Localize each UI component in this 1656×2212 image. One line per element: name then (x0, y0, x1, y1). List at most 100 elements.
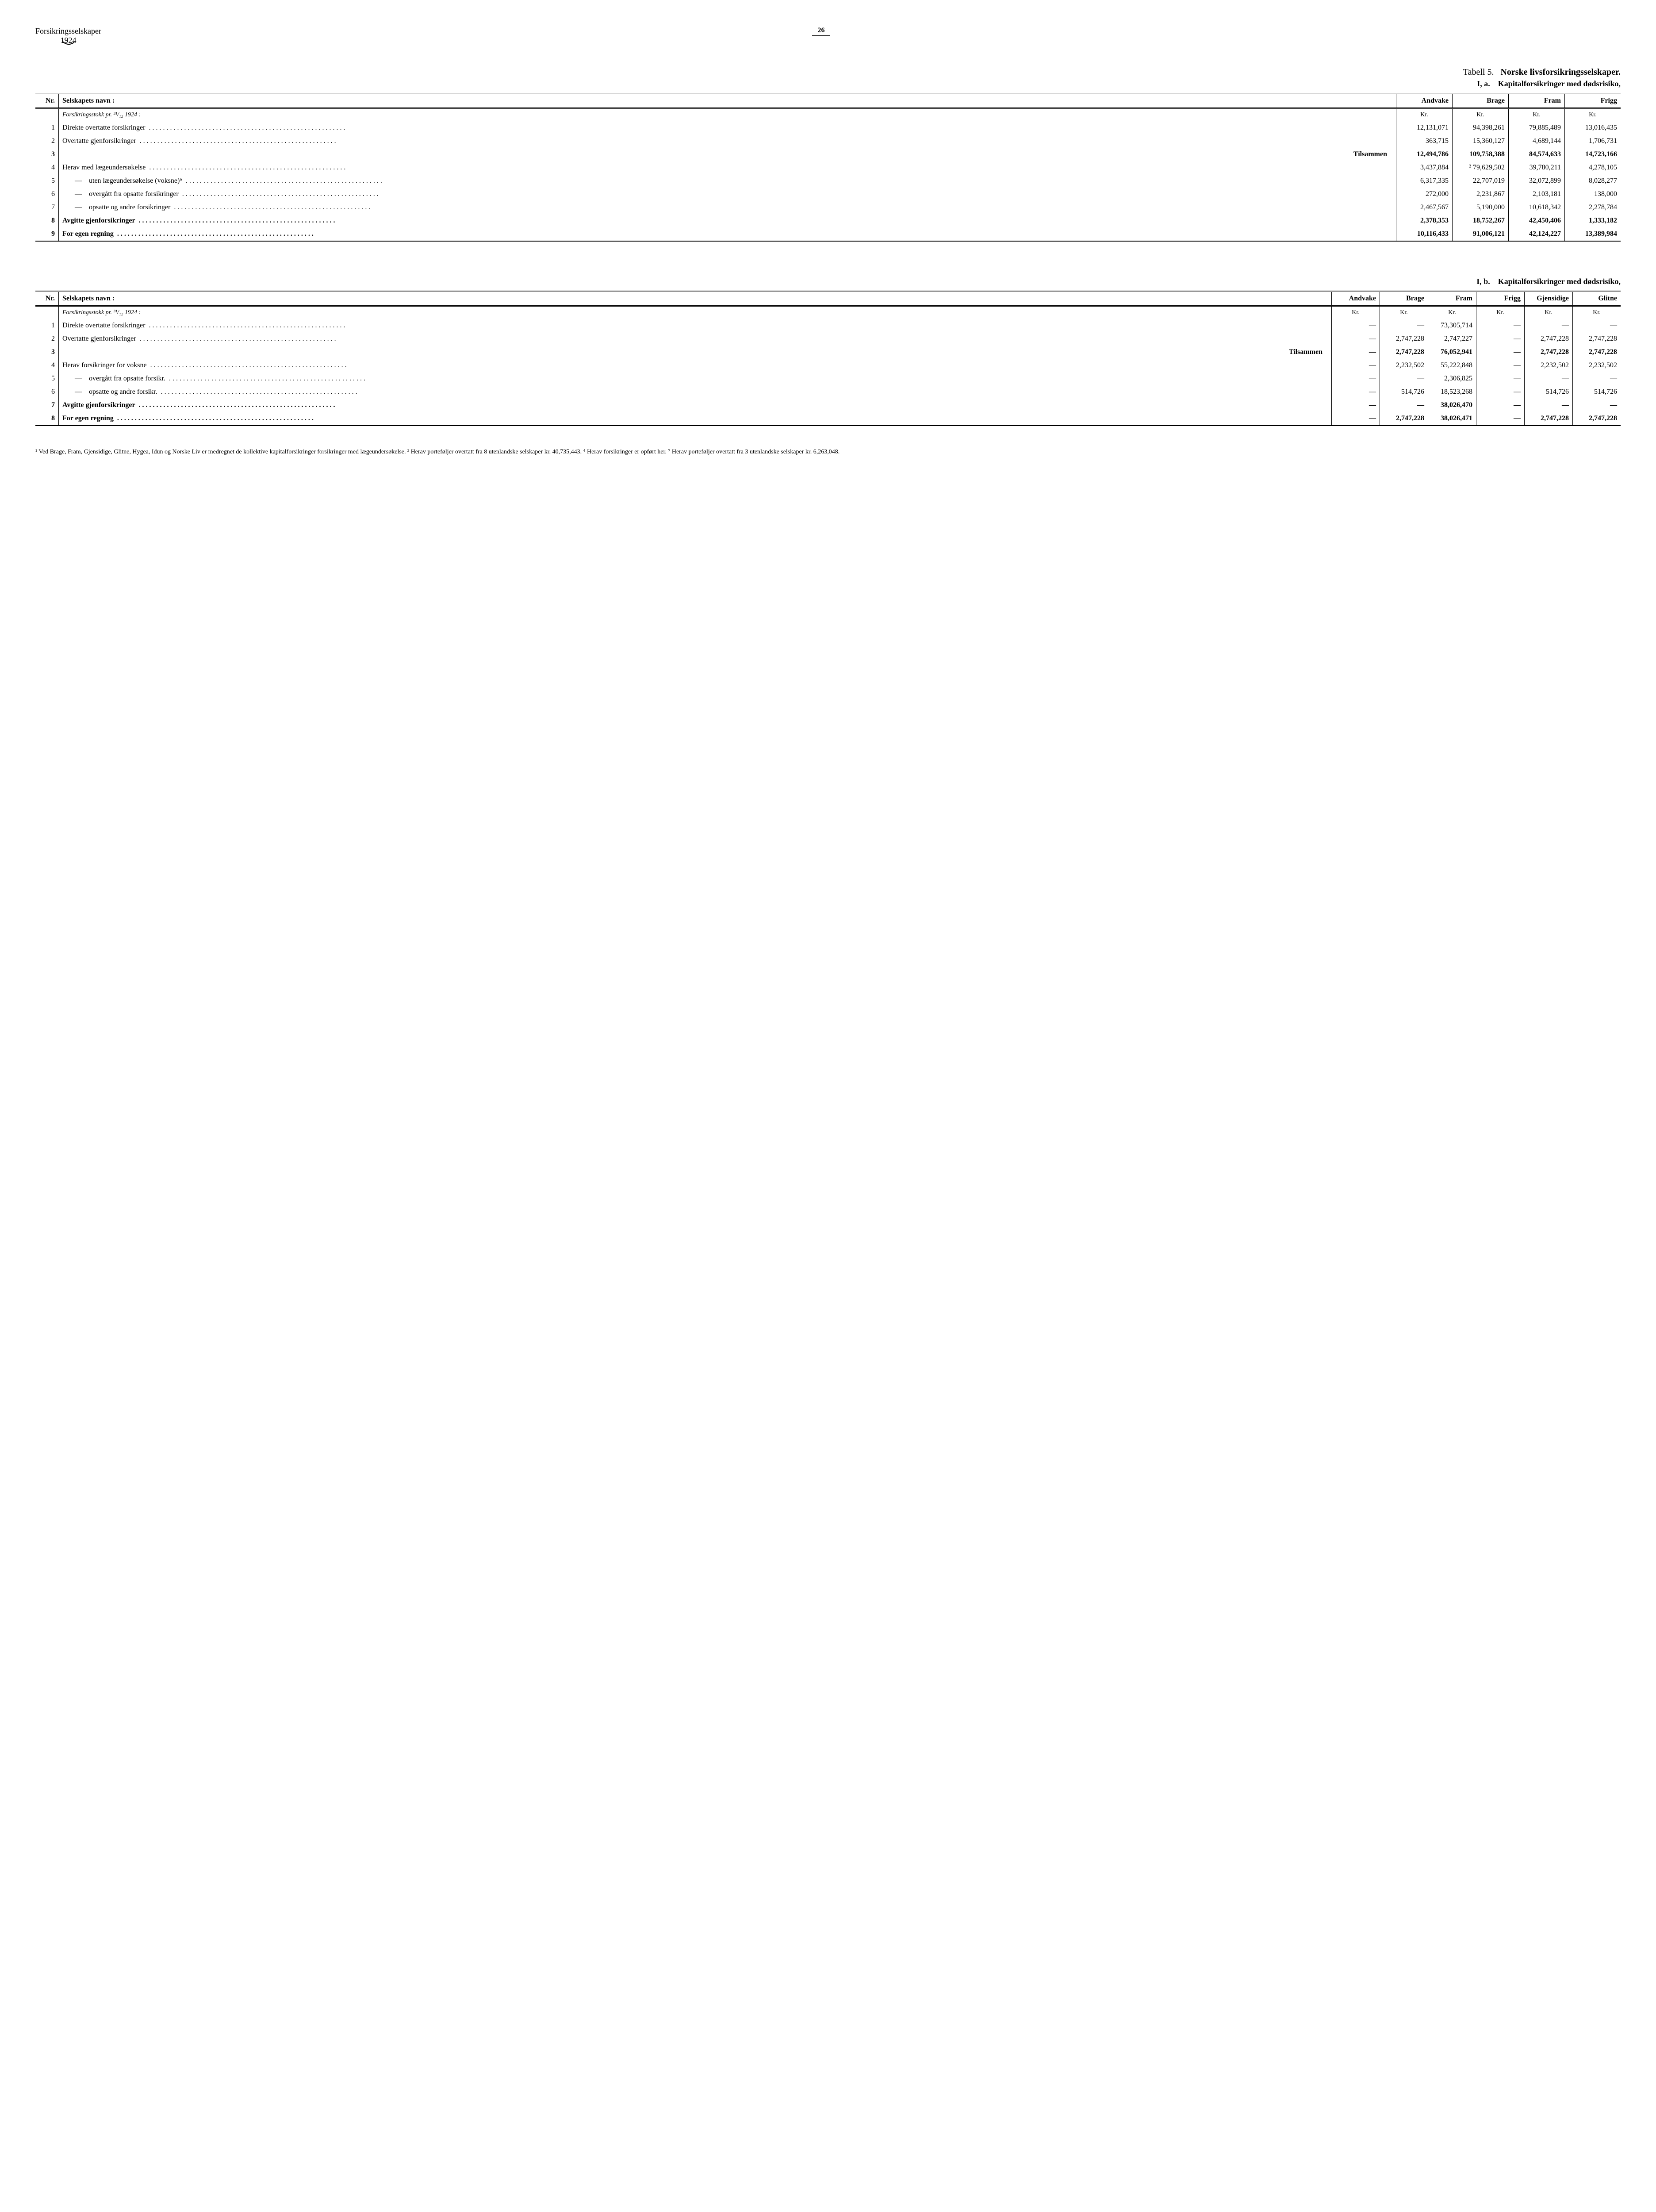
row-label: Avgitte gjenforsikringer (59, 214, 1396, 227)
value-cell: 2,747,228 (1525, 412, 1573, 426)
table-a-label: Tabell 5. (1463, 67, 1494, 77)
value-cell: 272,000 (1396, 188, 1453, 201)
row-label: — opsatte og andre forsikringer (59, 201, 1396, 214)
thb-c7: Glitne (1573, 292, 1621, 306)
th-brage: Brage (1453, 94, 1509, 108)
thb-nr: Nr. (35, 292, 59, 306)
th-frigg: Frigg (1565, 94, 1621, 108)
currency-row: Forsikringsstokk pr. ³¹/₁₂ 1924 :Kr.Kr.K… (35, 108, 1621, 122)
th-name: Selskapets navn : (59, 94, 1396, 108)
value-cell: — (1332, 399, 1380, 412)
row-number: 6 (35, 385, 59, 399)
row-label: Avgitte gjenforsikringer (59, 399, 1332, 412)
table-b-head-row: Nr. Selskapets navn : Andvake Brage Fram… (35, 292, 1621, 306)
row-label: — overgått fra opsatte forsikr. (59, 372, 1332, 385)
th-nr: Nr. (35, 94, 59, 108)
value-cell: 10,618,342 (1509, 201, 1565, 214)
table-row: 8Avgitte gjenforsikringer2,378,35318,752… (35, 214, 1621, 227)
value-cell: 1,706,731 (1565, 134, 1621, 148)
table-row: 2Overtatte gjenforsikringer363,71515,360… (35, 134, 1621, 148)
currency-cell: Kr. (1428, 306, 1476, 319)
thb-c6: Gjensidige (1525, 292, 1573, 306)
row-number: 7 (35, 201, 59, 214)
value-cell: 2,747,228 (1380, 412, 1428, 426)
table-row: 7— opsatte og andre forsikringer2,467,56… (35, 201, 1621, 214)
currency-cell: Kr. (1565, 108, 1621, 122)
value-cell: 13,389,984 (1565, 227, 1621, 241)
value-cell: 1,333,182 (1565, 214, 1621, 227)
value-cell: 84,574,633 (1509, 148, 1565, 161)
thb-name: Selskapets navn : (59, 292, 1332, 306)
value-cell: 42,450,406 (1509, 214, 1565, 227)
row-number: 2 (35, 332, 59, 346)
value-cell: 38,026,470 (1428, 399, 1476, 412)
value-cell: 109,758,388 (1453, 148, 1509, 161)
value-cell: — (1380, 372, 1428, 385)
value-cell: 94,398,261 (1453, 121, 1509, 134)
thb-c4: Fram (1428, 292, 1476, 306)
row-number: 8 (35, 214, 59, 227)
thb-c2: Andvake (1332, 292, 1380, 306)
value-cell: 79,885,489 (1509, 121, 1565, 134)
value-cell: 2,306,825 (1428, 372, 1476, 385)
table-row: 6— overgått fra opsatte forsikringer272,… (35, 188, 1621, 201)
table-a-subtitle: I, a. Kapitalforsikringer med dødsrisiko… (35, 79, 1621, 88)
row-label: — opsatte og andre forsikr. (59, 385, 1332, 399)
section-heading: Forsikringsstokk pr. ³¹/₁₂ 1924 : (59, 306, 1332, 319)
value-cell: 363,715 (1396, 134, 1453, 148)
value-cell: 2,467,567 (1396, 201, 1453, 214)
value-cell: — (1476, 359, 1525, 372)
value-cell: 91,006,121 (1453, 227, 1509, 241)
row-number: 8 (35, 412, 59, 426)
currency-cell: Kr. (1380, 306, 1428, 319)
value-cell: — (1332, 319, 1380, 332)
row-number: 4 (35, 161, 59, 174)
value-cell: — (1380, 319, 1428, 332)
table-row: 6— opsatte og andre forsikr.—514,72618,5… (35, 385, 1621, 399)
row-number: 5 (35, 174, 59, 188)
brace-icon: ︶ (35, 45, 101, 50)
value-cell: 5,190,000 (1453, 201, 1509, 214)
row-label: For egen regning (59, 412, 1332, 426)
value-cell: — (1332, 359, 1380, 372)
table-row: 4Herav forsikringer for voksne—2,232,502… (35, 359, 1621, 372)
value-cell: — (1332, 372, 1380, 385)
table-row: 5— uten lægeundersøkelse (voksne)⁶6,317,… (35, 174, 1621, 188)
value-cell: 15,360,127 (1453, 134, 1509, 148)
row-label: Direkte overtatte forsikringer (59, 121, 1396, 134)
value-cell: — (1573, 399, 1621, 412)
value-cell: — (1332, 385, 1380, 399)
table-a-body: Forsikringsstokk pr. ³¹/₁₂ 1924 :Kr.Kr.K… (35, 108, 1621, 242)
table-row: 2Overtatte gjenforsikringer—2,747,2282,7… (35, 332, 1621, 346)
value-cell: — (1525, 372, 1573, 385)
value-cell: — (1476, 332, 1525, 346)
row-number: 1 (35, 121, 59, 134)
value-cell: — (1476, 346, 1525, 359)
currency-cell: Kr. (1573, 306, 1621, 319)
value-cell: 2,747,228 (1525, 346, 1573, 359)
value-cell: 32,072,899 (1509, 174, 1565, 188)
row-number: 2 (35, 134, 59, 148)
value-cell: — (1476, 385, 1525, 399)
table-a-head-row: Nr. Selskapets navn : Andvake Brage Fram… (35, 94, 1621, 108)
value-cell: 14,723,166 (1565, 148, 1621, 161)
page-number-wrap: 26 (101, 27, 1541, 36)
row-number: 6 (35, 188, 59, 201)
value-cell: 2,747,227 (1428, 332, 1476, 346)
row-label: Tilsammen (59, 148, 1396, 161)
table-row: 3Tilsammen12,494,786109,758,38884,574,63… (35, 148, 1621, 161)
row-number: 7 (35, 399, 59, 412)
thb-c3: Brage (1380, 292, 1428, 306)
th-fram: Fram (1509, 94, 1565, 108)
value-cell: 514,726 (1525, 385, 1573, 399)
value-cell: 2,232,502 (1525, 359, 1573, 372)
page-header: Forsikringsselskaper 1924 ︶ 26 (35, 27, 1621, 54)
table-row: 7Avgitte gjenforsikringer——38,026,470——— (35, 399, 1621, 412)
value-cell: 3,437,884 (1396, 161, 1453, 174)
table-row: 5— overgått fra opsatte forsikr.——2,306,… (35, 372, 1621, 385)
value-cell: ² 79,629,502 (1453, 161, 1509, 174)
currency-cell: Kr. (1396, 108, 1453, 122)
row-label: — overgått fra opsatte forsikringer (59, 188, 1396, 201)
page-number: 26 (817, 27, 824, 34)
table-row: 9For egen regning10,116,43391,006,12142,… (35, 227, 1621, 241)
